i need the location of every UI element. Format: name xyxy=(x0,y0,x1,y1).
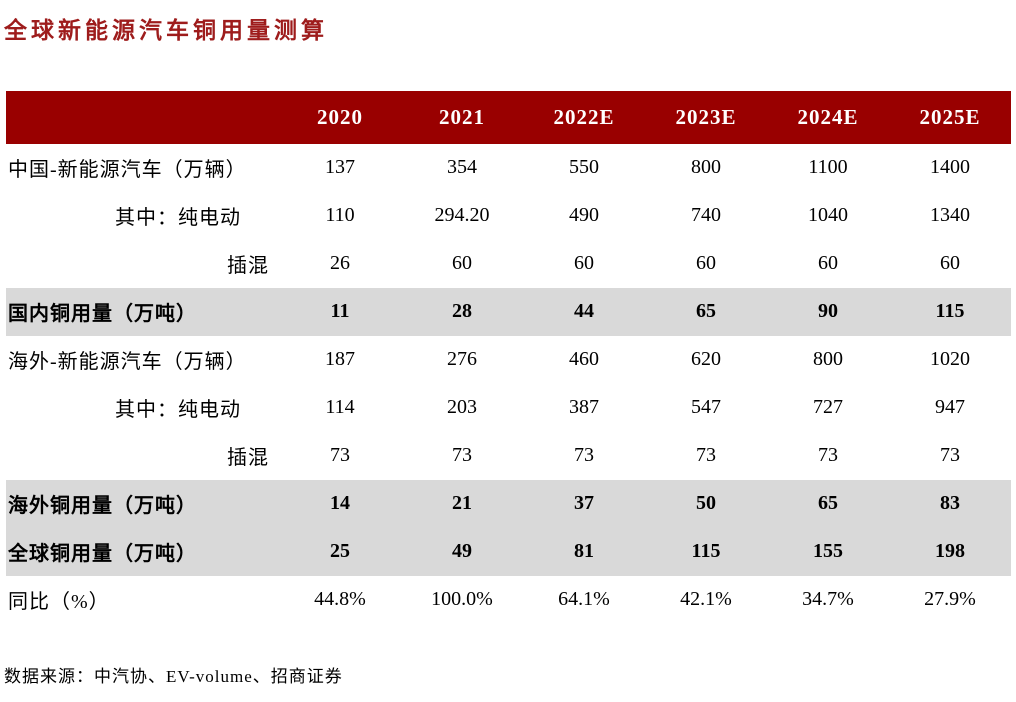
value-cell: 460 xyxy=(569,348,599,371)
value-cell: 73 xyxy=(818,444,838,467)
column-header-2022e: 2022E xyxy=(523,90,645,144)
table-row-china-bev: 其中：纯电动 110 294.20 490 740 1040 1340 xyxy=(6,192,1011,240)
value-cell: 947 xyxy=(935,396,965,419)
value-cell: 387 xyxy=(569,396,599,419)
value-cell: 60 xyxy=(818,252,838,275)
column-header-2024e: 2024E xyxy=(767,90,889,144)
value-cell: 490 xyxy=(569,204,599,227)
row-label: 全球铜用量（万吨） xyxy=(8,543,197,566)
value-cell: 21 xyxy=(452,492,472,515)
value-cell: 115 xyxy=(691,540,721,563)
table-row-overseas-phev: 插混 73 73 73 73 73 73 xyxy=(6,432,1011,480)
row-label: 其中：纯电动 xyxy=(115,207,241,230)
value-cell: 1340 xyxy=(930,204,970,227)
value-cell: 25 xyxy=(330,540,350,563)
copper-usage-table: 2020 2021 2022E 2023E 2024E 2025E 中国-新能源… xyxy=(6,90,1011,624)
row-label: 其中：纯电动 xyxy=(115,399,241,422)
value-cell: 44.8% xyxy=(314,588,366,611)
report-table-figure: 全球新能源汽车铜用量测算 2020 2021 2022E 2023E 2024E… xyxy=(0,16,1016,702)
value-cell: 73 xyxy=(452,444,472,467)
value-cell: 800 xyxy=(691,156,721,179)
value-cell: 81 xyxy=(574,540,594,563)
value-cell: 1040 xyxy=(808,204,848,227)
row-label: 插混 xyxy=(227,447,269,470)
value-cell: 137 xyxy=(325,156,355,179)
value-cell: 100.0% xyxy=(431,588,493,611)
value-cell: 60 xyxy=(940,252,960,275)
column-header-2025e: 2025E xyxy=(889,90,1011,144)
value-cell: 1100 xyxy=(808,156,848,179)
table-row-overseas-nev: 海外-新能源汽车（万辆） 187 276 460 620 800 1020 xyxy=(6,336,1011,384)
value-cell: 203 xyxy=(447,396,477,419)
value-cell: 42.1% xyxy=(680,588,732,611)
row-label: 插混 xyxy=(227,255,269,278)
data-source-note: 数据来源：中汽协、EV-volume、招商证券 xyxy=(4,666,343,686)
value-cell: 28 xyxy=(452,300,472,323)
table-row-domestic-copper: 国内铜用量（万吨） 11 28 44 65 90 115 xyxy=(6,287,1011,336)
value-cell: 26 xyxy=(330,252,350,275)
row-label: 同比（%） xyxy=(8,591,110,614)
table-row-global-copper: 全球铜用量（万吨） 25 49 81 115 155 198 xyxy=(6,527,1011,576)
value-cell: 800 xyxy=(813,348,843,371)
value-cell: 50 xyxy=(696,492,716,515)
table-row-overseas-copper: 海外铜用量（万吨） 14 21 37 50 65 83 xyxy=(6,479,1011,528)
value-cell: 73 xyxy=(696,444,716,467)
value-cell: 187 xyxy=(325,348,355,371)
value-cell: 11 xyxy=(330,300,350,323)
value-cell: 73 xyxy=(574,444,594,467)
value-cell: 37 xyxy=(574,492,594,515)
value-cell: 64.1% xyxy=(558,588,610,611)
value-cell: 60 xyxy=(696,252,716,275)
value-cell: 60 xyxy=(452,252,472,275)
value-cell: 73 xyxy=(330,444,350,467)
table-row-china-nev: 中国-新能源汽车（万辆） 137 354 550 800 1100 1400 xyxy=(6,144,1011,192)
value-cell: 27.9% xyxy=(924,588,976,611)
value-cell: 294.20 xyxy=(434,204,490,227)
table-row-yoy: 同比（%） 44.8% 100.0% 64.1% 42.1% 34.7% 27.… xyxy=(6,576,1011,624)
value-cell: 550 xyxy=(569,156,599,179)
row-label: 海外-新能源汽车（万辆） xyxy=(8,351,247,374)
value-cell: 354 xyxy=(447,156,477,179)
value-cell: 34.7% xyxy=(802,588,854,611)
column-header-2020: 2020 xyxy=(279,90,401,144)
value-cell: 198 xyxy=(935,540,965,563)
value-cell: 114 xyxy=(325,396,355,419)
table-row-overseas-bev: 其中：纯电动 114 203 387 547 727 947 xyxy=(6,384,1011,432)
value-cell: 49 xyxy=(452,540,472,563)
value-cell: 620 xyxy=(691,348,721,371)
value-cell: 90 xyxy=(818,300,838,323)
row-label: 中国-新能源汽车（万辆） xyxy=(8,159,247,182)
table-row-china-phev: 插混 26 60 60 60 60 60 xyxy=(6,240,1011,288)
value-cell: 155 xyxy=(813,540,843,563)
table-header-row: 2020 2021 2022E 2023E 2024E 2025E xyxy=(6,90,1011,144)
value-cell: 547 xyxy=(691,396,721,419)
value-cell: 73 xyxy=(940,444,960,467)
row-label: 国内铜用量（万吨） xyxy=(8,303,197,326)
column-header-empty xyxy=(6,90,279,144)
value-cell: 740 xyxy=(691,204,721,227)
value-cell: 110 xyxy=(325,204,355,227)
value-cell: 65 xyxy=(818,492,838,515)
value-cell: 1400 xyxy=(930,156,970,179)
value-cell: 276 xyxy=(447,348,477,371)
column-header-2023e: 2023E xyxy=(645,90,767,144)
page-title: 全球新能源汽车铜用量测算 xyxy=(4,18,328,43)
value-cell: 14 xyxy=(330,492,350,515)
column-header-2021: 2021 xyxy=(401,90,523,144)
value-cell: 65 xyxy=(696,300,716,323)
value-cell: 83 xyxy=(940,492,960,515)
value-cell: 1020 xyxy=(930,348,970,371)
value-cell: 115 xyxy=(935,300,965,323)
value-cell: 60 xyxy=(574,252,594,275)
value-cell: 44 xyxy=(574,300,594,323)
row-label: 海外铜用量（万吨） xyxy=(8,495,197,518)
value-cell: 727 xyxy=(813,396,843,419)
